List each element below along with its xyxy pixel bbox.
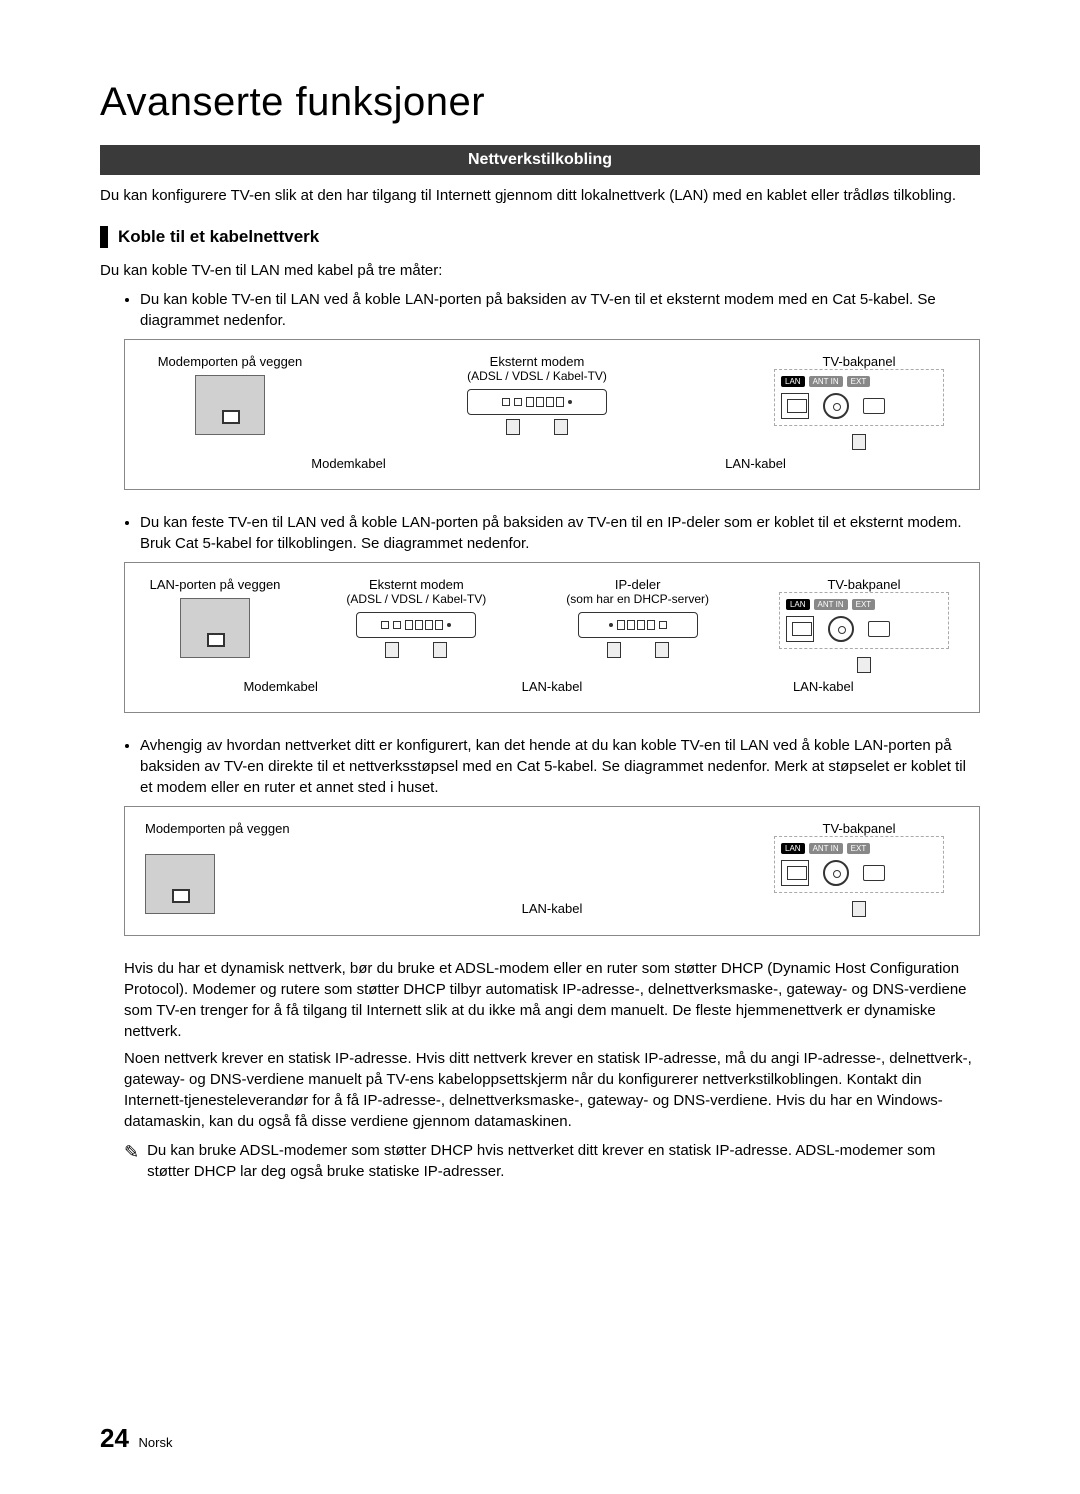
wall-port-label: LAN-porten på veggen [150, 577, 281, 592]
external-modem-sublabel: (ADSL / VDSL / Kabel-TV) [467, 369, 607, 383]
lan-cable-label: LAN-kabel [450, 679, 654, 694]
ext-port-icon [863, 398, 885, 414]
note-icon: ✎ [124, 1140, 139, 1165]
page-language: Norsk [139, 1435, 173, 1450]
lan-cable-label: LAN-kabel [722, 679, 926, 694]
external-modem-label: Eksternt modem [369, 577, 464, 592]
coax-port-icon [823, 393, 849, 419]
cable-plug-icon [506, 419, 520, 435]
tv-backpanel-label: TV-bakpanel [823, 821, 896, 836]
lan-cable-label: LAN-kabel [522, 901, 583, 916]
lan-cable-label: LAN-kabel [593, 456, 919, 471]
subsection-title: Koble til et kabelnettverk [118, 227, 319, 247]
lan-port-icon [781, 393, 809, 419]
diagram-2: LAN-porten på veggen Eksternt modem (ADS… [124, 562, 980, 713]
page-title: Avanserte funksjoner [100, 80, 980, 125]
tv-backpanel-icon: LAN ANT IN EXT [774, 836, 944, 893]
modem-cable-label: Modemkabel [186, 456, 512, 471]
subsection-heading-row: Koble til et kabelnettverk [100, 226, 980, 248]
list-item: Du kan feste TV-en til LAN ved å koble L… [140, 512, 980, 554]
diagram-3: Modemporten på veggen LAN-kabel TV-bakpa… [124, 806, 980, 936]
note-text: Du kan bruke ADSL-modemer som støtter DH… [147, 1140, 980, 1182]
cable-plug-icon [385, 642, 399, 658]
modem-cable-label: Modemkabel [179, 679, 383, 694]
modem-icon [356, 612, 476, 638]
ext-port-icon [868, 621, 890, 637]
coax-port-icon [823, 860, 849, 886]
cable-plug-icon [655, 642, 669, 658]
wall-port-label: Modemporten på veggen [145, 821, 290, 836]
section-heading-bar: Nettverkstilkobling [100, 145, 980, 175]
ant-tag: ANT IN [814, 599, 848, 610]
external-modem-sublabel: (ADSL / VDSL / Kabel-TV) [346, 592, 486, 606]
lan-tag: LAN [781, 843, 805, 854]
ip-sharer-label: IP-deler [615, 577, 661, 592]
wall-port-icon [145, 854, 215, 914]
lan-port-icon [786, 616, 814, 642]
list-item: Avhengig av hvordan nettverket ditt er k… [140, 735, 980, 798]
bullet-list: Avhengig av hvordan nettverket ditt er k… [100, 735, 980, 798]
lan-port-icon [781, 860, 809, 886]
document-page: Avanserte funksjoner Nettverkstilkobling… [0, 0, 1080, 1494]
tv-backpanel-icon: LAN ANT IN EXT [779, 592, 949, 649]
tv-backpanel-label: TV-bakpanel [827, 577, 900, 592]
note-row: ✎ Du kan bruke ADSL-modemer som støtter … [124, 1140, 980, 1182]
ip-sharer-sublabel: (som har en DHCP-server) [566, 592, 709, 606]
modem-icon [467, 389, 607, 415]
page-footer: 24 Norsk [100, 1423, 173, 1454]
ext-tag: EXT [852, 599, 876, 610]
wall-port-icon [195, 375, 265, 435]
tv-backpanel-icon: LAN ANT IN EXT [774, 369, 944, 426]
paragraph: Hvis du har et dynamisk nettverk, bør du… [124, 958, 980, 1042]
ant-tag: ANT IN [809, 843, 843, 854]
coax-port-icon [828, 616, 854, 642]
cable-plug-icon [852, 901, 866, 917]
diagram-1: Modemporten på veggen Eksternt modem (AD… [124, 339, 980, 490]
cable-plug-icon [857, 657, 871, 673]
page-number: 24 [100, 1423, 129, 1453]
bullet-list: Du kan koble TV-en til LAN ved å koble L… [100, 289, 980, 331]
intro-text: Du kan konfigurere TV-en slik at den har… [100, 185, 980, 206]
bullet-list: Du kan feste TV-en til LAN ved å koble L… [100, 512, 980, 554]
paragraph: Noen nettverk krever en statisk IP-adres… [124, 1048, 980, 1132]
cable-plug-icon [433, 642, 447, 658]
subsection-marker [100, 226, 108, 248]
ext-tag: EXT [847, 376, 871, 387]
lan-tag: LAN [786, 599, 810, 610]
external-modem-label: Eksternt modem [490, 354, 585, 369]
router-icon [578, 612, 698, 638]
list-item: Du kan koble TV-en til LAN ved å koble L… [140, 289, 980, 331]
wall-port-label: Modemporten på veggen [158, 354, 303, 369]
cable-plug-icon [852, 434, 866, 450]
lead-text: Du kan koble TV-en til LAN med kabel på … [100, 260, 980, 281]
lan-tag: LAN [781, 376, 805, 387]
cable-plug-icon [554, 419, 568, 435]
ext-port-icon [863, 865, 885, 881]
ant-tag: ANT IN [809, 376, 843, 387]
wall-port-icon [180, 598, 250, 658]
ext-tag: EXT [847, 843, 871, 854]
tv-backpanel-label: TV-bakpanel [823, 354, 896, 369]
cable-plug-icon [607, 642, 621, 658]
